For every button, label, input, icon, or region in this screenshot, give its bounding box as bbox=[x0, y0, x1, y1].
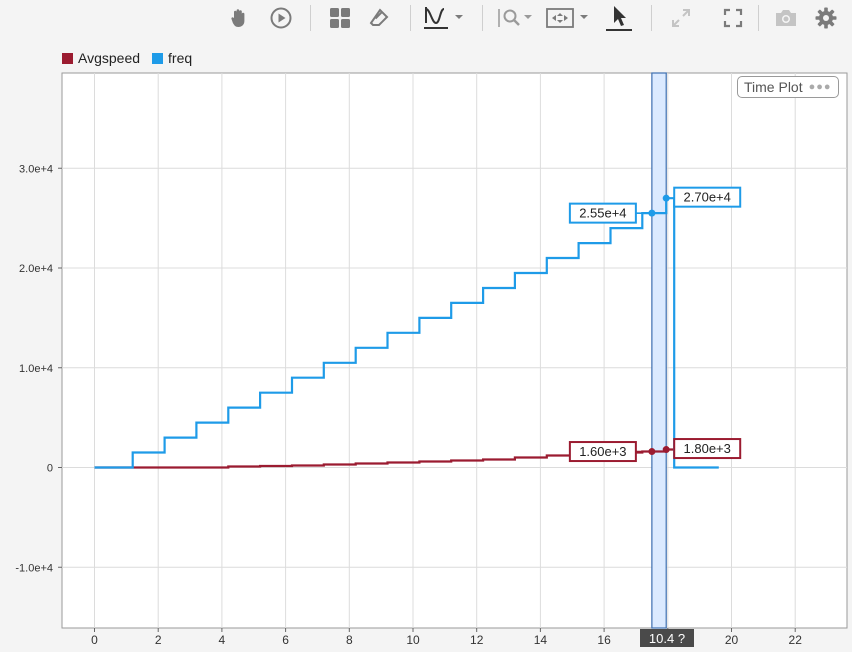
legend-label-freq: freq bbox=[168, 50, 193, 66]
x-tick-label: 6 bbox=[282, 633, 289, 647]
cursor-readout-box bbox=[640, 629, 694, 647]
pan-icon[interactable] bbox=[224, 3, 254, 33]
x-tick-label: 14 bbox=[534, 633, 548, 647]
fullscreen-icon[interactable] bbox=[718, 3, 748, 33]
cursor-value-box bbox=[673, 186, 742, 208]
legend-label-avgspeed: Avgspeed bbox=[78, 50, 141, 66]
cursor-value-label: 2.70e+4 bbox=[684, 190, 731, 205]
cursor-value-box bbox=[568, 202, 637, 224]
legend-item-avgspeed[interactable]: Avgspeed bbox=[62, 50, 140, 66]
legend-swatch-freq bbox=[152, 52, 164, 64]
plot-name-label: Time Plot bbox=[744, 79, 803, 95]
eraser-icon[interactable] bbox=[364, 3, 394, 33]
x-tick-label: 8 bbox=[346, 633, 353, 647]
cursor-marker bbox=[662, 446, 670, 454]
more-options-icon[interactable]: ●●● bbox=[808, 81, 832, 93]
y-tick-label: 2.0e+4 bbox=[19, 263, 53, 275]
legend-swatch-avgspeed bbox=[62, 52, 73, 64]
legend-item-freq[interactable]: freq bbox=[152, 50, 192, 66]
x-tick-label: 12 bbox=[470, 633, 484, 647]
toolbar bbox=[0, 0, 852, 38]
x-tick-label: 16 bbox=[597, 633, 611, 647]
series-line-freq bbox=[94, 197, 719, 469]
cursor-band bbox=[651, 72, 667, 629]
expand-icon[interactable] bbox=[666, 3, 696, 33]
zoom-icon[interactable] bbox=[496, 3, 536, 33]
cursor-icon[interactable] bbox=[602, 3, 636, 33]
x-tick-label: 0 bbox=[91, 633, 98, 647]
plot-area bbox=[61, 72, 848, 629]
cursor-value-box bbox=[673, 438, 742, 460]
x-tick-label: 20 bbox=[725, 633, 739, 647]
grid-layout-icon[interactable] bbox=[325, 3, 355, 33]
y-tick-label: -1.0e+4 bbox=[15, 562, 53, 574]
x-tick-label: 22 bbox=[789, 633, 803, 647]
cursor-value-label: 1.60e+3 bbox=[579, 444, 626, 459]
x-tick-label: 4 bbox=[219, 633, 226, 647]
fit-icon[interactable] bbox=[544, 3, 592, 33]
x-tick-label: 2 bbox=[155, 633, 162, 647]
cursor-value-box bbox=[568, 441, 637, 463]
cursor-marker bbox=[662, 194, 670, 202]
plot-name-tag[interactable]: Time Plot ●●● bbox=[737, 76, 839, 98]
y-tick-label: 0 bbox=[47, 463, 53, 475]
camera-icon[interactable] bbox=[771, 3, 801, 33]
x-tick-label: 10 bbox=[406, 633, 420, 647]
y-tick-label: 1.0e+4 bbox=[19, 363, 53, 375]
legend: Avgspeed freq bbox=[62, 48, 204, 68]
cursor-readout-label: 10.4 ? bbox=[649, 631, 685, 646]
cursor-value-label: 2.55e+4 bbox=[579, 206, 626, 221]
play-icon[interactable] bbox=[266, 3, 296, 33]
gear-icon[interactable] bbox=[811, 3, 841, 33]
y-tick-label: 3.0e+4 bbox=[19, 163, 53, 175]
signal-style-icon[interactable] bbox=[422, 3, 466, 33]
cursor-value-label: 1.80e+3 bbox=[684, 441, 731, 456]
